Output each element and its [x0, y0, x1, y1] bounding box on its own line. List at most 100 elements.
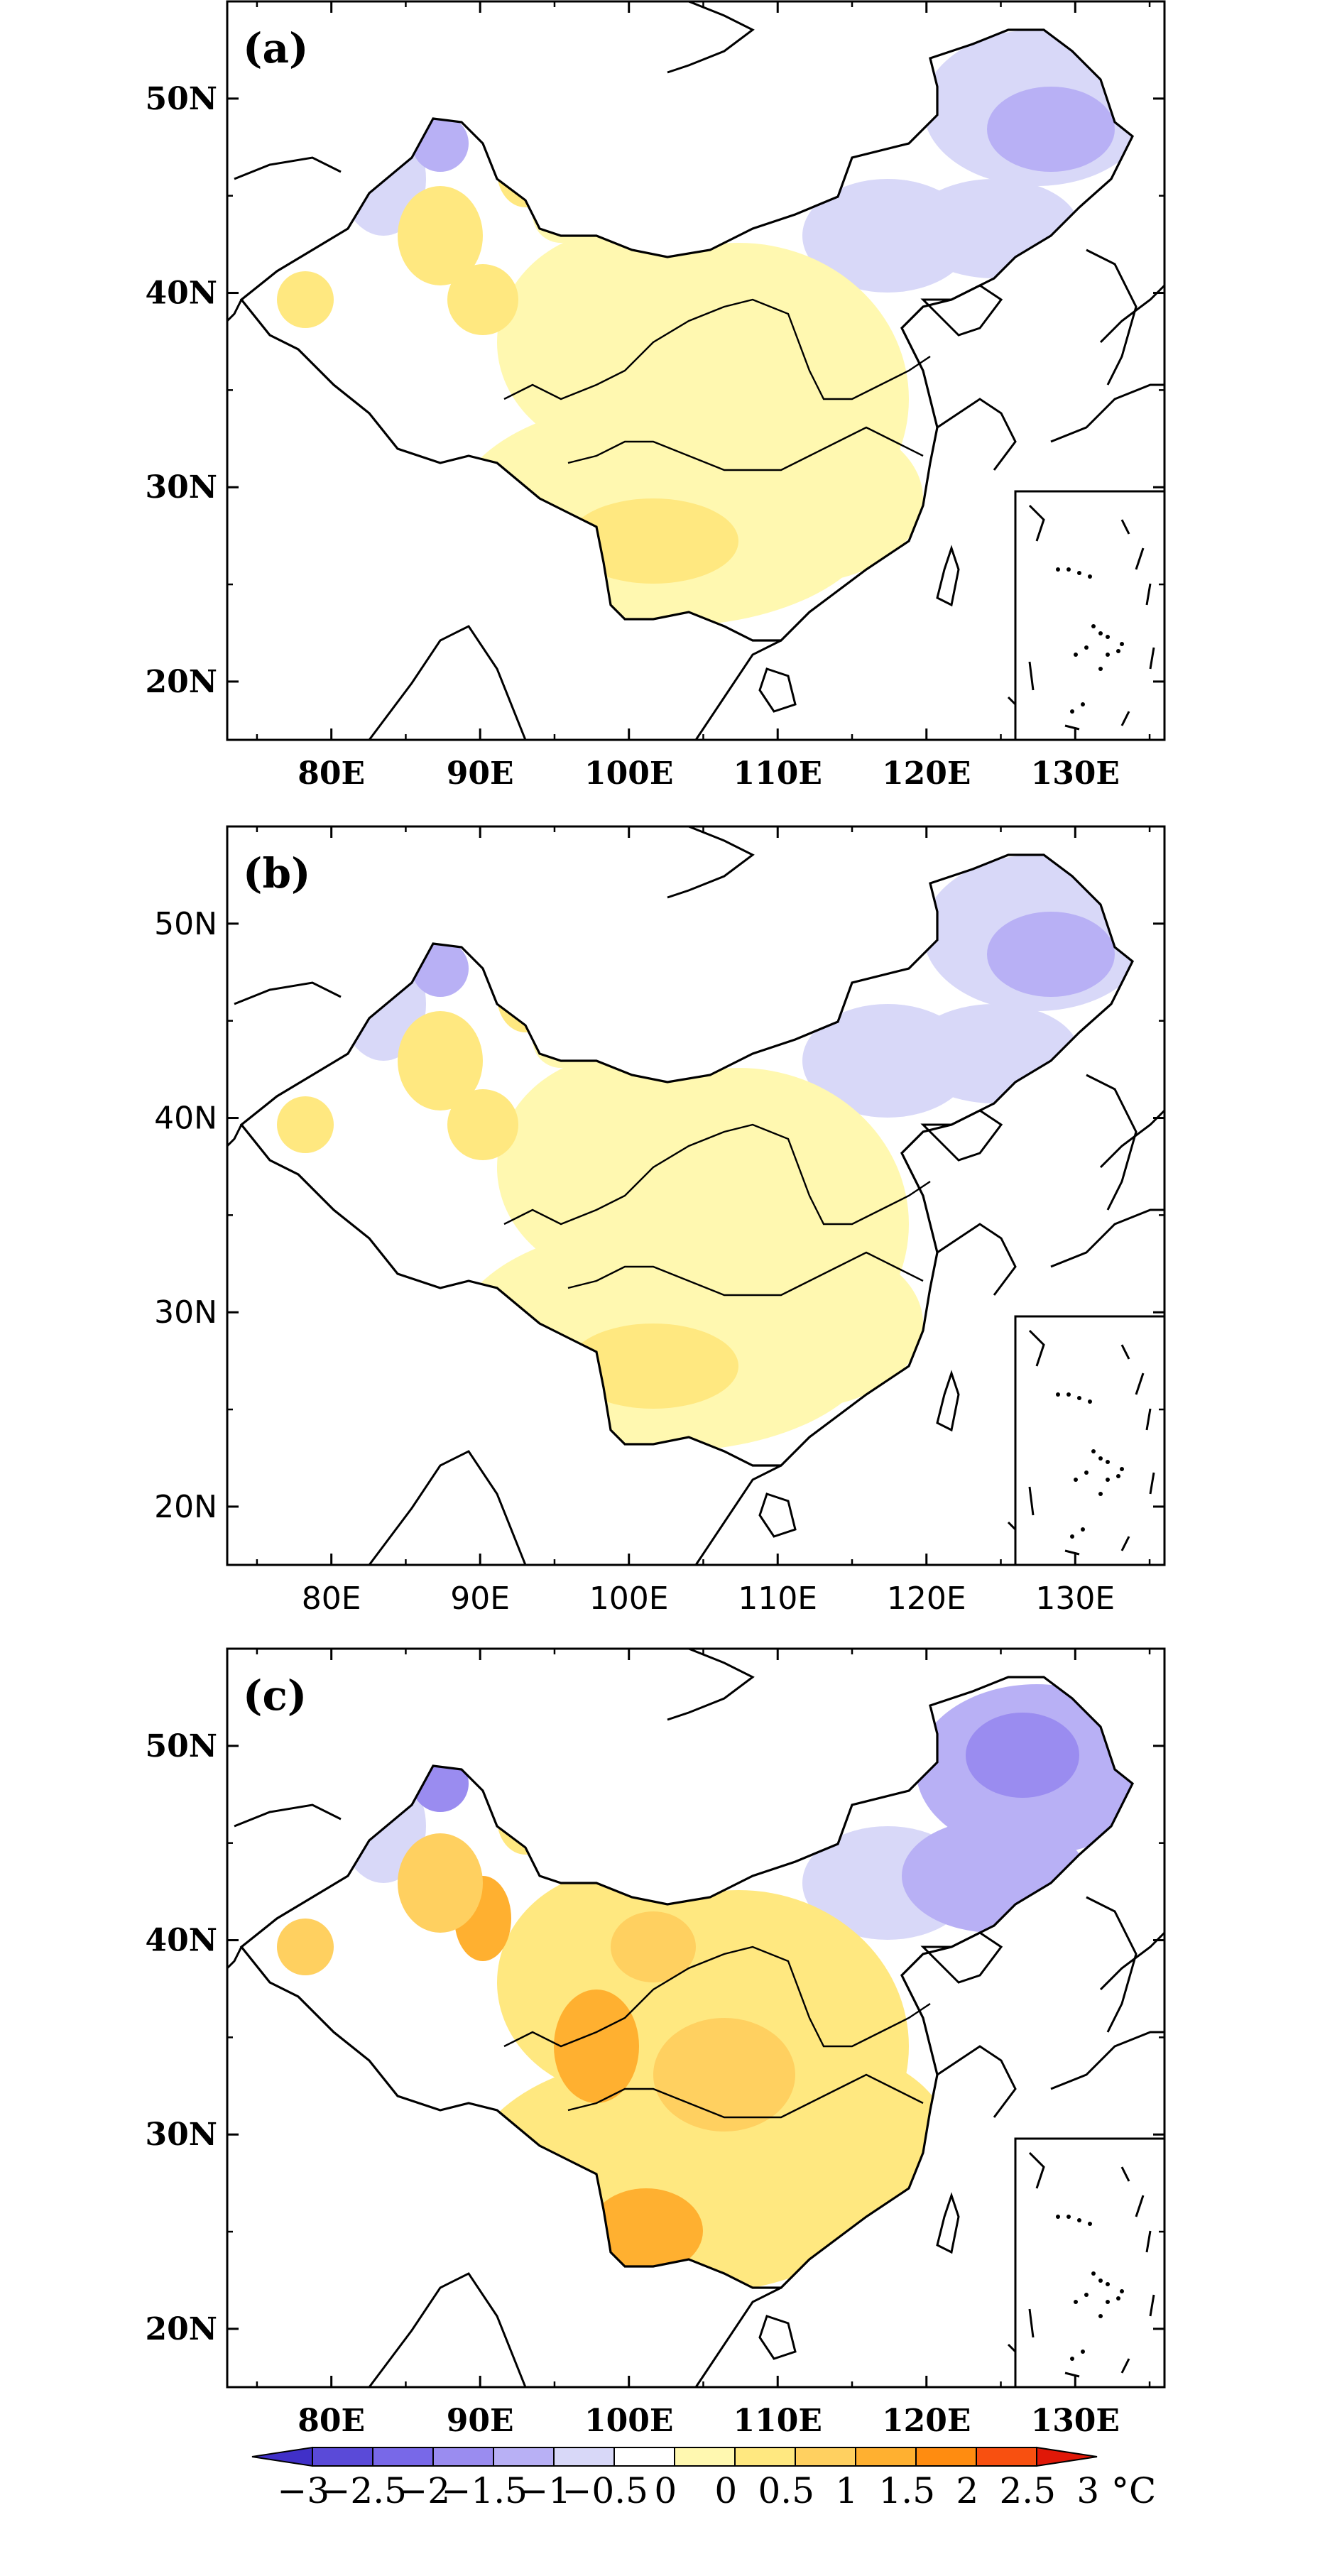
inset-coastline [1149, 2294, 1155, 2317]
coastline [694, 1464, 782, 1566]
colorbar-swatch [613, 2447, 675, 2467]
temperature-contour [589, 2188, 703, 2274]
coastline [1086, 1074, 1138, 1211]
coastline [234, 1803, 342, 1828]
island-dot [1084, 2293, 1089, 2297]
coastline [758, 1492, 797, 1538]
island-dot [1106, 2300, 1110, 2304]
coastline [1050, 1208, 1164, 1268]
colorbar-tick-label: 0 [714, 2470, 737, 2511]
colorbar-swatch [795, 2447, 856, 2467]
lat-tick-label: 50N [146, 81, 217, 117]
colorbar-tick-label: −1 [518, 2470, 571, 2511]
inset-coastline [1149, 1472, 1155, 1495]
island-dot [1116, 2296, 1120, 2301]
coastline [667, 0, 755, 74]
island-dot [1081, 702, 1085, 706]
coastline [936, 1370, 960, 1432]
temperature-contour [966, 1713, 1079, 1798]
island-dot [1074, 1478, 1078, 1482]
coastline [694, 2286, 782, 2388]
yellow-river [503, 1123, 931, 1226]
south-china-sea-inset [1014, 2137, 1166, 2389]
coastline [920, 284, 1003, 337]
island-dot [1088, 1399, 1092, 1404]
inset-coastline [1064, 2372, 1080, 2378]
colorbar: −3−2.5−2−1.5−1−0.5 0 0 0.5 1 1.5 2 2.5 3 °C [251, 2446, 1156, 2511]
island-dot [1056, 567, 1060, 572]
map-frame [226, 825, 1166, 1566]
coastline [758, 2315, 797, 2360]
lon-tick-label: 130E [1031, 755, 1120, 792]
lat-tick-label: 20N [146, 2311, 217, 2347]
island-dot [1056, 1392, 1060, 1397]
inset-coastline [1145, 2230, 1152, 2253]
island-dot [1120, 642, 1124, 646]
lon-tick-label: 90E [450, 1581, 510, 1617]
colorbar-swatch [251, 2446, 313, 2467]
island-dot [1084, 645, 1089, 650]
colorbar-swatch [976, 2447, 1037, 2467]
temperature-contour [568, 498, 738, 584]
island-dot [1098, 2278, 1103, 2283]
panel-a: 80E 90E 100E 110E 120E 130E 20N 30N 40N 50N (a) [146, 0, 1166, 792]
coastline [758, 667, 797, 713]
colorbar-tick-label: 0 [654, 2470, 677, 2511]
temperature-contour [447, 264, 518, 335]
colorbar-tick-label: −2.5 [321, 2470, 407, 2511]
panel-label: (a) [243, 24, 308, 72]
inset-coastline [1120, 2166, 1130, 2182]
inset-coastline [1135, 1372, 1145, 1395]
inset-coastline [1120, 1536, 1130, 1551]
coastline [226, 299, 243, 322]
lat-tick-label: 50N [146, 1728, 217, 1764]
temperature-contour [554, 1990, 639, 2103]
temperature-contour [987, 87, 1115, 172]
coastline [234, 981, 342, 1005]
island-dot [1077, 2218, 1081, 2222]
temperature-contour [398, 186, 483, 285]
panel-label: (b) [243, 849, 310, 897]
yellow-river [503, 1945, 931, 2048]
colorbar-swatch [1036, 2446, 1098, 2467]
colorbar-tick-label: 3 [1076, 2470, 1099, 2511]
island-dot [1098, 667, 1103, 671]
colorbar-tick-label: −3 [277, 2470, 329, 2511]
inset-coastline [1028, 2151, 1045, 2189]
colorbar-swatch [915, 2447, 977, 2467]
temperature-contour [277, 271, 334, 328]
colorbar-swatch [674, 2447, 736, 2467]
inset-coastline [1028, 1486, 1035, 1516]
coastline [368, 1450, 527, 1566]
colorbar-tick-label: 1.5 [878, 2470, 935, 2511]
colorbar-swatch [553, 2447, 615, 2467]
island-dot [1098, 1456, 1103, 1461]
temperature-contour [277, 1096, 334, 1153]
coastline [667, 1647, 755, 1721]
coastline [920, 1931, 1003, 1984]
island-dot [1077, 571, 1081, 575]
coastline [1050, 383, 1164, 443]
island-dot [1077, 1396, 1081, 1400]
colorbar-unit: °C [1111, 2470, 1156, 2511]
inset-coastline [1135, 2195, 1145, 2217]
colorbar-tick-label: 0.5 [758, 2470, 814, 2511]
inset-coastline [1028, 504, 1045, 542]
inset-coastline [1028, 2308, 1035, 2338]
island-dot [1088, 574, 1092, 579]
inset-coastline [1120, 711, 1130, 726]
island-dot [1120, 1467, 1124, 1471]
island-dot [1098, 2314, 1103, 2318]
coastline [226, 1124, 243, 1147]
lon-tick-label: 110E [738, 1581, 817, 1617]
lon-tick-label: 110E [733, 755, 822, 792]
inset-coastline [1028, 1329, 1045, 1367]
inset-coastline [1145, 1408, 1152, 1431]
island-dot [1066, 2215, 1071, 2219]
inset-coastline [1145, 583, 1152, 606]
colorbar-tick-label: −2 [398, 2470, 450, 2511]
colorbar-tick-label: 2.5 [999, 2470, 1056, 2511]
lon-tick-label: 80E [298, 2403, 365, 2439]
map-frame [226, 1647, 1166, 2389]
lat-tick-label: 40N [154, 1101, 217, 1137]
